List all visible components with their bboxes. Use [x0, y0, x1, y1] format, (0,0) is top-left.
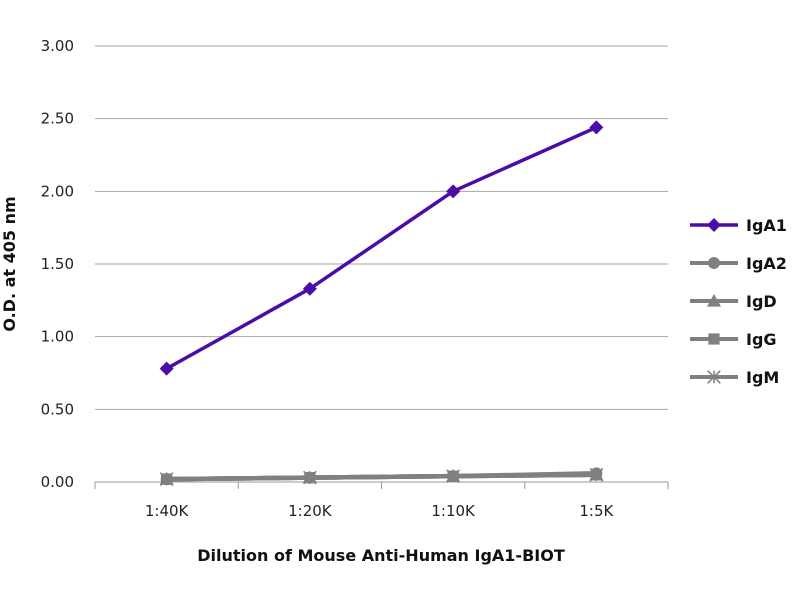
legend-label: IgG — [746, 330, 777, 349]
legend-marker — [708, 257, 720, 269]
data-point — [160, 473, 173, 486]
data-point — [446, 184, 461, 199]
y-axis-title: O.D. at 405 nm — [0, 196, 19, 331]
y-tick-label: 1.00 — [41, 328, 74, 346]
legend-item-iga1: IgA1 — [690, 216, 787, 235]
series-iga2 — [160, 467, 603, 486]
legend-marker — [707, 370, 721, 384]
x-tick-label: 1:5K — [579, 502, 614, 520]
legend-item-igd: IgD — [690, 292, 777, 311]
legend-marker — [708, 333, 720, 345]
legend-marker — [707, 294, 721, 307]
legend-marker — [707, 218, 721, 232]
series-line — [165, 125, 598, 371]
data-point — [590, 467, 603, 480]
x-tick-label: 1:10K — [431, 502, 476, 520]
y-tick-label: 3.00 — [41, 37, 74, 55]
x-tick-label: 1:40K — [145, 502, 190, 520]
y-tick-label: 1.50 — [41, 255, 74, 273]
series-group — [159, 120, 604, 486]
data-point — [159, 361, 174, 376]
data-point — [589, 120, 604, 135]
y-tick-label: 0.00 — [41, 473, 74, 491]
x-axis-ticks: 1:40K 1:20K 1:10K 1:5K — [94, 482, 669, 520]
data-point — [302, 281, 317, 296]
legend-label: IgA2 — [746, 254, 787, 273]
series-line — [166, 471, 597, 482]
legend-item-igg: IgG — [690, 330, 777, 349]
legend-item-igm: IgM — [690, 368, 779, 387]
y-axis-ticks: 0.00 0.50 1.00 1.50 2.00 2.50 3.00 — [41, 37, 74, 491]
legend-label: IgD — [746, 292, 777, 311]
x-tick-label: 1:20K — [288, 502, 333, 520]
series-iga1 — [159, 120, 604, 376]
gridlines — [95, 45, 668, 410]
data-point — [303, 471, 316, 484]
y-tick-label: 2.50 — [41, 110, 74, 128]
legend-label: IgA1 — [746, 216, 787, 235]
y-tick-label: 0.50 — [41, 400, 74, 418]
legend-label: IgM — [746, 368, 779, 387]
data-point — [447, 470, 460, 483]
y-tick-label: 2.00 — [41, 182, 74, 200]
legend-item-iga2: IgA2 — [690, 254, 787, 273]
x-axis-title: Dilution of Mouse Anti-Human IgA1-BIOT — [197, 546, 565, 565]
legend: IgA1 IgA2 IgD IgG IgM — [690, 216, 787, 387]
